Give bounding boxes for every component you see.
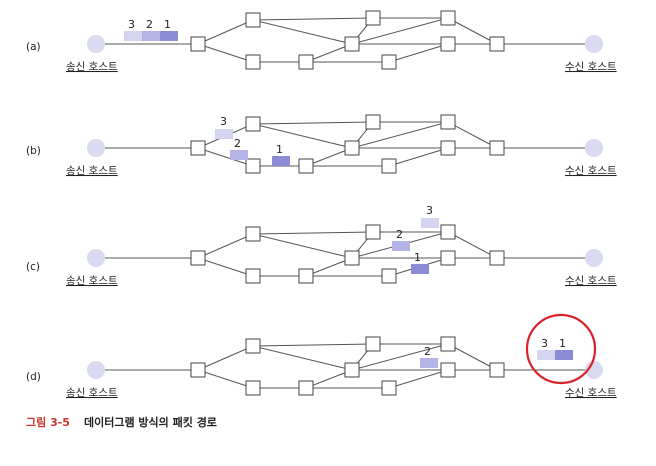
packet-1: 1 bbox=[272, 143, 290, 166]
caption-text: 데이터그램 방식의 패킷 경로 bbox=[84, 415, 217, 429]
panel-d: (d) 송신 호스트 수신 호스트 2 3 1 bbox=[26, 313, 617, 399]
receiver-host-label: 수신 호스트 bbox=[565, 165, 617, 177]
packet-3-num: 3 bbox=[220, 115, 227, 128]
packet-2-block bbox=[142, 31, 160, 41]
packet-3: 3 bbox=[124, 18, 142, 41]
panel-label: (d) bbox=[26, 371, 41, 383]
network-b bbox=[86, 114, 604, 174]
receiver-host-label: 수신 호스트 bbox=[565, 61, 617, 73]
packet-1-block bbox=[160, 31, 178, 41]
panel-label: (a) bbox=[26, 41, 41, 53]
packet-1-num: 1 bbox=[276, 143, 283, 156]
packet-2: 2 bbox=[420, 345, 438, 368]
network-c bbox=[86, 224, 604, 284]
panel-b: (b) 송신 호스트 수신 호스트 3 2 1 bbox=[26, 114, 617, 177]
packet-1-num: 1 bbox=[559, 337, 566, 350]
receiver-host-label: 수신 호스트 bbox=[565, 387, 617, 399]
packet-2-num: 2 bbox=[424, 345, 431, 358]
packet-1: 1 bbox=[555, 337, 573, 360]
packet-1: 1 bbox=[411, 251, 429, 274]
sender-host-label: 송신 호스트 bbox=[66, 165, 118, 177]
packet-1-block bbox=[555, 350, 573, 360]
packet-3-num: 3 bbox=[128, 18, 135, 31]
packet-3: 3 bbox=[537, 337, 555, 360]
packet-1-num: 1 bbox=[414, 251, 421, 264]
packet-2: 2 bbox=[142, 18, 160, 41]
packet-3-block bbox=[537, 350, 555, 360]
panel-a: (a) 송신 호스트 수신 호스트 3 2 1 bbox=[26, 10, 617, 73]
packet-2-block bbox=[230, 150, 248, 160]
packet-1-block bbox=[272, 156, 290, 166]
packet-1-block bbox=[411, 264, 429, 274]
packet-2-block bbox=[420, 358, 438, 368]
panel-c: (c) 송신 호스트 수신 호스트 3 2 1 bbox=[26, 204, 617, 287]
caption-number: 그림 3-5 bbox=[26, 416, 70, 429]
packet-3: 3 bbox=[215, 115, 233, 139]
sender-host-label: 송신 호스트 bbox=[66, 387, 118, 399]
packet-3-block bbox=[215, 129, 233, 139]
receiver-host-label: 수신 호스트 bbox=[565, 275, 617, 287]
network-d bbox=[86, 336, 604, 396]
sender-host-label: 송신 호스트 bbox=[66, 275, 118, 287]
sender-host-label: 송신 호스트 bbox=[66, 61, 118, 73]
packet-2: 2 bbox=[230, 137, 248, 160]
packet-2-num: 2 bbox=[234, 137, 241, 150]
packet-3-num: 3 bbox=[426, 204, 433, 217]
packet-2-block bbox=[392, 241, 410, 251]
panel-label: (c) bbox=[26, 261, 40, 273]
packet-1: 1 bbox=[160, 18, 178, 41]
packet-3-block bbox=[421, 218, 439, 228]
packet-3-num: 3 bbox=[541, 337, 548, 350]
figure-caption: 그림 3-5 데이터그램 방식의 패킷 경로 bbox=[26, 415, 217, 429]
packet-2: 2 bbox=[392, 228, 410, 251]
packet-1-num: 1 bbox=[164, 18, 171, 31]
packet-3: 3 bbox=[421, 204, 439, 228]
packet-3-block bbox=[124, 31, 142, 41]
packet-2-num: 2 bbox=[146, 18, 153, 31]
packet-2-num: 2 bbox=[396, 228, 403, 241]
highlight-circle bbox=[525, 313, 597, 385]
panel-label: (b) bbox=[26, 145, 41, 157]
